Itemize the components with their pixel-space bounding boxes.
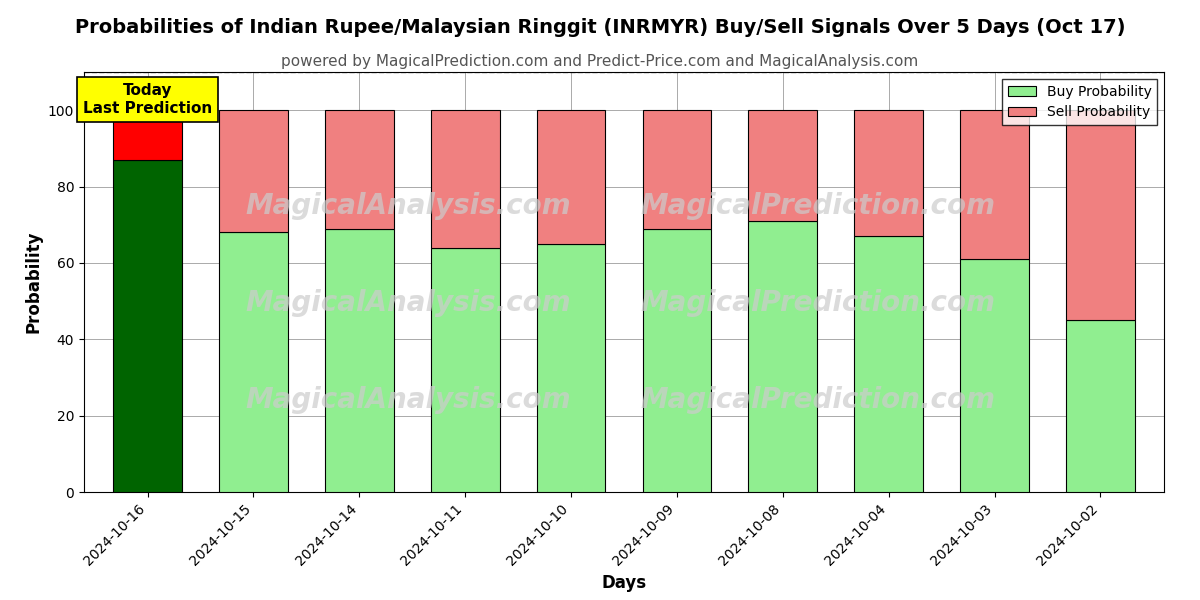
Bar <box>854 236 923 492</box>
Bar <box>749 110 817 221</box>
Bar <box>113 110 182 160</box>
Text: Today
Last Prediction: Today Last Prediction <box>83 83 212 116</box>
Text: powered by MagicalPrediction.com and Predict-Price.com and MagicalAnalysis.com: powered by MagicalPrediction.com and Pre… <box>281 54 919 69</box>
Text: MagicalAnalysis.com: MagicalAnalysis.com <box>245 193 571 220</box>
Text: MagicalPrediction.com: MagicalPrediction.com <box>641 386 996 413</box>
Text: MagicalPrediction.com: MagicalPrediction.com <box>641 289 996 317</box>
Text: Probabilities of Indian Rupee/Malaysian Ringgit (INRMYR) Buy/Sell Signals Over 5: Probabilities of Indian Rupee/Malaysian … <box>74 18 1126 37</box>
Bar <box>960 110 1030 259</box>
Text: MagicalPrediction.com: MagicalPrediction.com <box>641 193 996 220</box>
Bar <box>1066 110 1135 320</box>
Y-axis label: Probability: Probability <box>24 231 42 333</box>
Bar <box>642 229 712 492</box>
Bar <box>113 160 182 492</box>
X-axis label: Days: Days <box>601 574 647 592</box>
Bar <box>642 110 712 229</box>
Text: MagicalAnalysis.com: MagicalAnalysis.com <box>245 289 571 317</box>
Bar <box>220 232 288 492</box>
Text: MagicalAnalysis.com: MagicalAnalysis.com <box>245 386 571 413</box>
Bar <box>325 229 394 492</box>
Bar <box>1066 320 1135 492</box>
Bar <box>854 110 923 236</box>
Bar <box>749 221 817 492</box>
Bar <box>536 244 606 492</box>
Bar <box>960 259 1030 492</box>
Bar <box>220 110 288 232</box>
Bar <box>431 248 499 492</box>
Bar <box>325 110 394 229</box>
Legend: Buy Probability, Sell Probability: Buy Probability, Sell Probability <box>1002 79 1157 125</box>
Bar <box>431 110 499 248</box>
Bar <box>536 110 606 244</box>
